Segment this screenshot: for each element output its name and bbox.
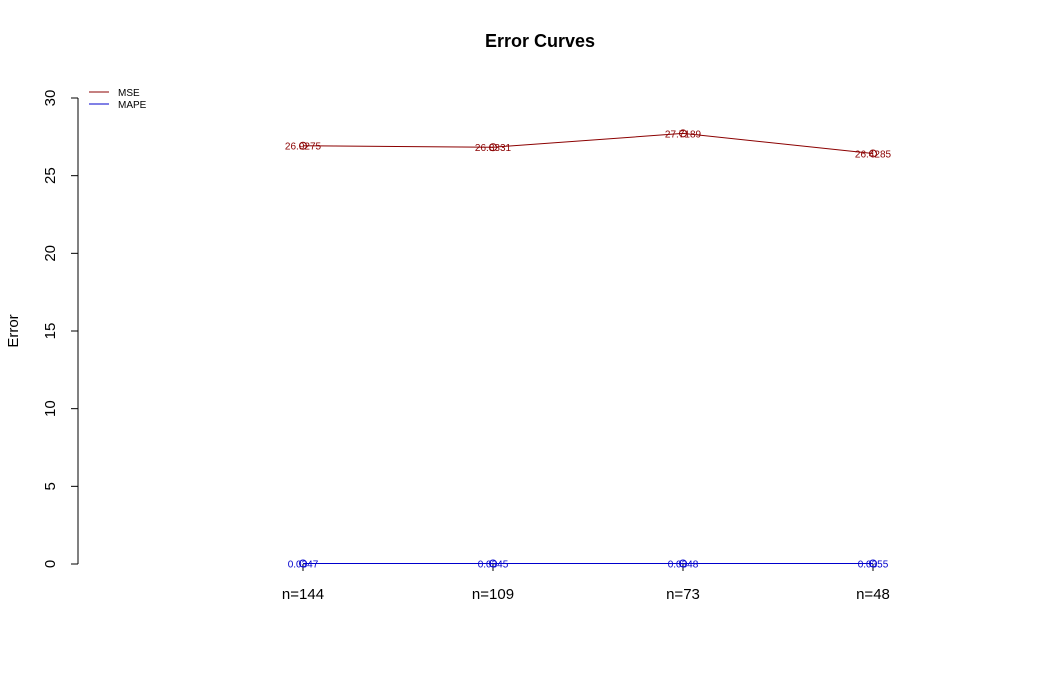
chart-title: Error Curves (485, 31, 595, 51)
legend: MSE MAPE (89, 88, 147, 111)
mse-data-point (869, 149, 877, 158)
x-tick-label: n=48 (856, 586, 890, 603)
mse-data-point (489, 143, 497, 152)
legend-mse-label: MSE (118, 88, 140, 99)
x-tick-label: n=144 (282, 586, 324, 603)
mse-data-point (299, 141, 307, 150)
mse-data-label: 27.7189 (665, 129, 702, 140)
x-tick-label: n=109 (472, 586, 514, 603)
y-tick-label: 15 (42, 323, 59, 340)
y-axis-ticks: 0 5 10 15 20 25 30 (42, 90, 78, 568)
mape-data-point (489, 559, 497, 568)
series-layer: 26.9275 26.8331 27.7189 26.4285 0.0347 0.0345… (285, 129, 892, 570)
y-tick-label: 0 (42, 560, 59, 568)
mape-data-point (679, 559, 687, 568)
mse-data-label: 26.9275 (285, 142, 322, 153)
mape-data-point (299, 559, 307, 568)
y-tick-label: 30 (42, 90, 59, 107)
mse-data-label: 26.8331 (475, 143, 512, 154)
mse-series-line (302, 132, 874, 154)
x-tick-label: n=73 (666, 586, 700, 603)
y-tick-label: 25 (42, 167, 59, 184)
y-axis-label: Error (5, 314, 22, 347)
legend-mape-label: MAPE (118, 100, 147, 111)
mape-data-point (869, 559, 877, 568)
x-axis-category-labels: n=144 n=109 n=73 n=48 (282, 564, 890, 603)
mape-data-label: 0.0345 (478, 559, 509, 570)
mape-data-label: 0.0348 (668, 559, 699, 570)
y-tick-label: 20 (42, 245, 59, 262)
y-tick-label: 10 (42, 400, 59, 417)
mse-data-point (679, 129, 687, 138)
mse-data-label: 26.4285 (855, 149, 892, 160)
mape-data-label: 0.0347 (288, 559, 319, 570)
mape-data-label: 0.0355 (858, 559, 889, 570)
y-tick-label: 5 (42, 482, 59, 490)
